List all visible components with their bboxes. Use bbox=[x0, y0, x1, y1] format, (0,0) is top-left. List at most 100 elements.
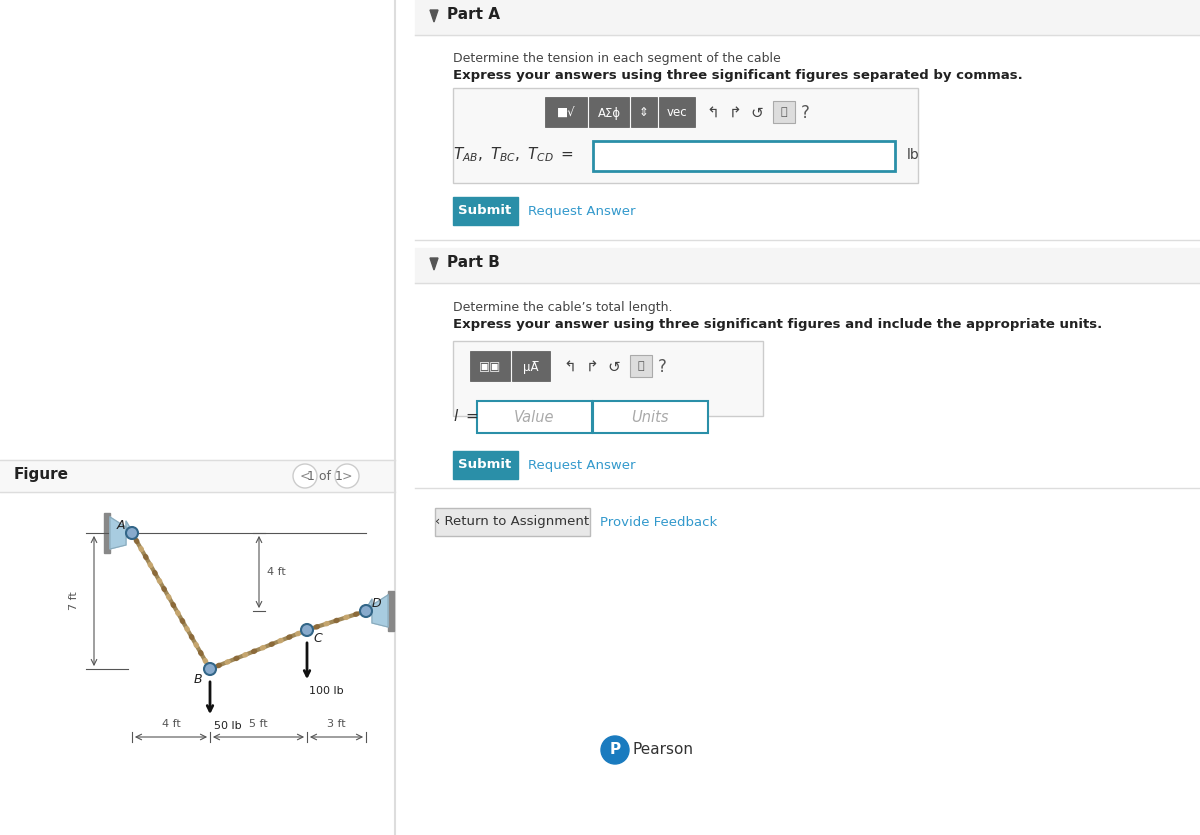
Ellipse shape bbox=[199, 650, 203, 655]
Text: ‹ Return to Assignment: ‹ Return to Assignment bbox=[434, 515, 589, 529]
Ellipse shape bbox=[139, 547, 143, 551]
Text: vec: vec bbox=[667, 107, 688, 119]
Bar bbox=[593, 401, 708, 433]
Polygon shape bbox=[366, 595, 388, 627]
Ellipse shape bbox=[216, 663, 221, 667]
Polygon shape bbox=[430, 258, 438, 270]
Polygon shape bbox=[430, 10, 438, 22]
Ellipse shape bbox=[144, 554, 148, 559]
Ellipse shape bbox=[334, 619, 338, 623]
Ellipse shape bbox=[314, 625, 319, 629]
Text: $l\ =$: $l\ =$ bbox=[454, 408, 479, 424]
Text: 5 ft: 5 ft bbox=[250, 719, 268, 729]
Text: Part A: Part A bbox=[446, 7, 500, 22]
Ellipse shape bbox=[287, 635, 292, 639]
Text: 1 of 1: 1 of 1 bbox=[307, 469, 343, 483]
Bar bbox=[470, 351, 510, 381]
Text: B: B bbox=[194, 673, 203, 686]
Circle shape bbox=[601, 736, 629, 764]
Bar bbox=[478, 401, 592, 433]
Text: Units: Units bbox=[631, 409, 668, 424]
Circle shape bbox=[360, 605, 372, 617]
Bar bbox=[454, 341, 763, 416]
Ellipse shape bbox=[134, 539, 139, 544]
Text: ⌗: ⌗ bbox=[637, 361, 644, 371]
Text: ↰: ↰ bbox=[564, 360, 576, 375]
Ellipse shape bbox=[252, 649, 257, 653]
Text: Provide Feedback: Provide Feedback bbox=[600, 515, 718, 529]
Text: Express your answer using three significant figures and include the appropriate : Express your answer using three signific… bbox=[454, 318, 1103, 331]
Text: ↱: ↱ bbox=[586, 360, 599, 375]
Bar bbox=[773, 101, 796, 123]
Text: μA̅: μA̅ bbox=[523, 361, 539, 373]
Ellipse shape bbox=[354, 612, 359, 616]
Bar bbox=[415, 248, 1200, 493]
Ellipse shape bbox=[167, 595, 170, 600]
Bar bbox=[0, 460, 395, 492]
Text: Submit: Submit bbox=[458, 458, 511, 472]
Ellipse shape bbox=[226, 660, 230, 664]
Bar bbox=[454, 451, 518, 479]
Ellipse shape bbox=[344, 615, 349, 620]
Text: A: A bbox=[118, 519, 126, 532]
Bar bbox=[659, 97, 695, 127]
Text: 7 ft: 7 ft bbox=[70, 592, 79, 610]
Ellipse shape bbox=[234, 656, 239, 660]
Ellipse shape bbox=[172, 603, 175, 607]
Circle shape bbox=[293, 464, 317, 488]
Bar bbox=[436, 508, 590, 536]
Ellipse shape bbox=[269, 642, 274, 646]
Polygon shape bbox=[104, 513, 110, 553]
Text: P: P bbox=[610, 742, 620, 757]
Text: 3 ft: 3 ft bbox=[328, 719, 346, 729]
Ellipse shape bbox=[185, 626, 190, 631]
Text: $T_{AB},\ T_{BC},\ T_{CD}\ =$: $T_{AB},\ T_{BC},\ T_{CD}\ =$ bbox=[454, 145, 574, 164]
Text: D: D bbox=[372, 597, 382, 610]
Text: ?: ? bbox=[658, 358, 667, 376]
Bar bbox=[589, 97, 629, 127]
Circle shape bbox=[335, 464, 359, 488]
Circle shape bbox=[301, 624, 313, 636]
Text: Figure: Figure bbox=[14, 467, 70, 482]
Text: 4 ft: 4 ft bbox=[266, 567, 286, 577]
Text: C: C bbox=[313, 632, 322, 645]
Polygon shape bbox=[110, 517, 132, 549]
Bar bbox=[630, 355, 652, 377]
Ellipse shape bbox=[242, 653, 247, 657]
Bar bbox=[415, 0, 1200, 240]
Ellipse shape bbox=[278, 639, 283, 643]
Text: ▣▣: ▣▣ bbox=[479, 361, 502, 373]
Text: AΣϕ: AΣϕ bbox=[598, 107, 620, 119]
Text: Request Answer: Request Answer bbox=[528, 458, 636, 472]
Ellipse shape bbox=[203, 659, 208, 663]
Text: ↺: ↺ bbox=[751, 105, 763, 120]
Text: lb: lb bbox=[907, 148, 919, 162]
Text: ■√: ■√ bbox=[557, 107, 575, 119]
Text: Value: Value bbox=[514, 409, 554, 424]
Text: 4 ft: 4 ft bbox=[162, 719, 180, 729]
Text: Determine the tension in each segment of the cable: Determine the tension in each segment of… bbox=[454, 52, 781, 65]
Bar bbox=[415, 0, 1200, 35]
Ellipse shape bbox=[180, 619, 185, 624]
Ellipse shape bbox=[260, 645, 265, 650]
Bar bbox=[545, 97, 587, 127]
Polygon shape bbox=[388, 591, 394, 631]
Ellipse shape bbox=[295, 631, 301, 635]
Text: Pearson: Pearson bbox=[634, 742, 694, 757]
Bar bbox=[631, 97, 658, 127]
Text: <: < bbox=[300, 469, 311, 483]
Bar bbox=[454, 197, 518, 225]
Text: >: > bbox=[342, 469, 353, 483]
Bar bbox=[454, 88, 918, 183]
Ellipse shape bbox=[175, 610, 180, 615]
Circle shape bbox=[126, 527, 138, 539]
Bar bbox=[512, 351, 550, 381]
Ellipse shape bbox=[324, 621, 329, 625]
Text: 100 lb: 100 lb bbox=[310, 686, 343, 696]
Ellipse shape bbox=[152, 570, 157, 575]
Ellipse shape bbox=[190, 635, 193, 640]
Text: ⌗: ⌗ bbox=[781, 107, 787, 117]
Ellipse shape bbox=[149, 563, 152, 568]
Text: Determine the cable’s total length.: Determine the cable’s total length. bbox=[454, 301, 672, 314]
Text: ↺: ↺ bbox=[607, 360, 620, 375]
